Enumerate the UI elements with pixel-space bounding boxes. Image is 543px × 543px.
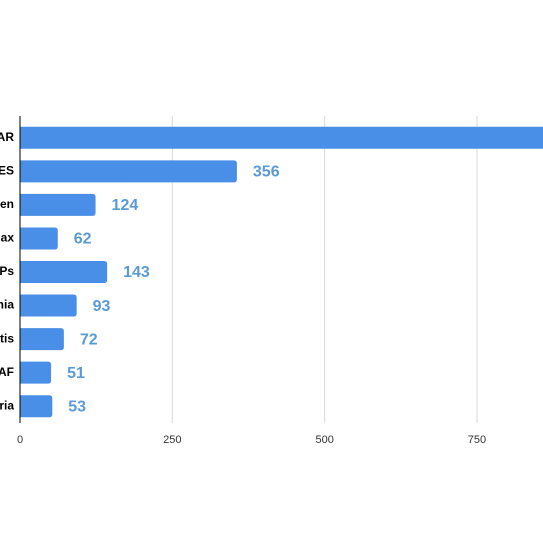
y-tick-label: en [0, 197, 14, 211]
y-tick-label: AR [0, 130, 14, 144]
x-tick-label: 250 [163, 434, 181, 446]
y-tick-label: AF [0, 365, 14, 379]
x-tick-label: 750 [468, 434, 486, 446]
bar [20, 126, 543, 149]
y-tick-label: tis [0, 331, 14, 345]
value-label: 51 [67, 365, 85, 382]
value-label: 72 [80, 331, 98, 348]
x-tick-label: 0 [17, 434, 23, 446]
value-label: 93 [93, 298, 111, 315]
value-label: 62 [74, 231, 92, 248]
x-tick-label: 500 [315, 434, 333, 446]
bar [20, 160, 237, 183]
bar [20, 361, 52, 384]
y-tick-label: nia [0, 298, 14, 312]
bar [20, 193, 96, 216]
bar [20, 261, 108, 283]
y-tick-label: Ps [0, 264, 14, 278]
y-tick-label: ax [1, 231, 15, 245]
bar [20, 227, 58, 250]
value-label: 143 [123, 264, 150, 281]
value-label: 124 [112, 197, 139, 214]
y-tick-label: ES [0, 164, 14, 178]
bar [20, 294, 77, 317]
bar [20, 328, 64, 351]
value-label: 356 [253, 164, 280, 181]
value-label: 53 [68, 398, 86, 415]
y-tick-label: ria [0, 398, 14, 412]
bar [20, 395, 53, 418]
